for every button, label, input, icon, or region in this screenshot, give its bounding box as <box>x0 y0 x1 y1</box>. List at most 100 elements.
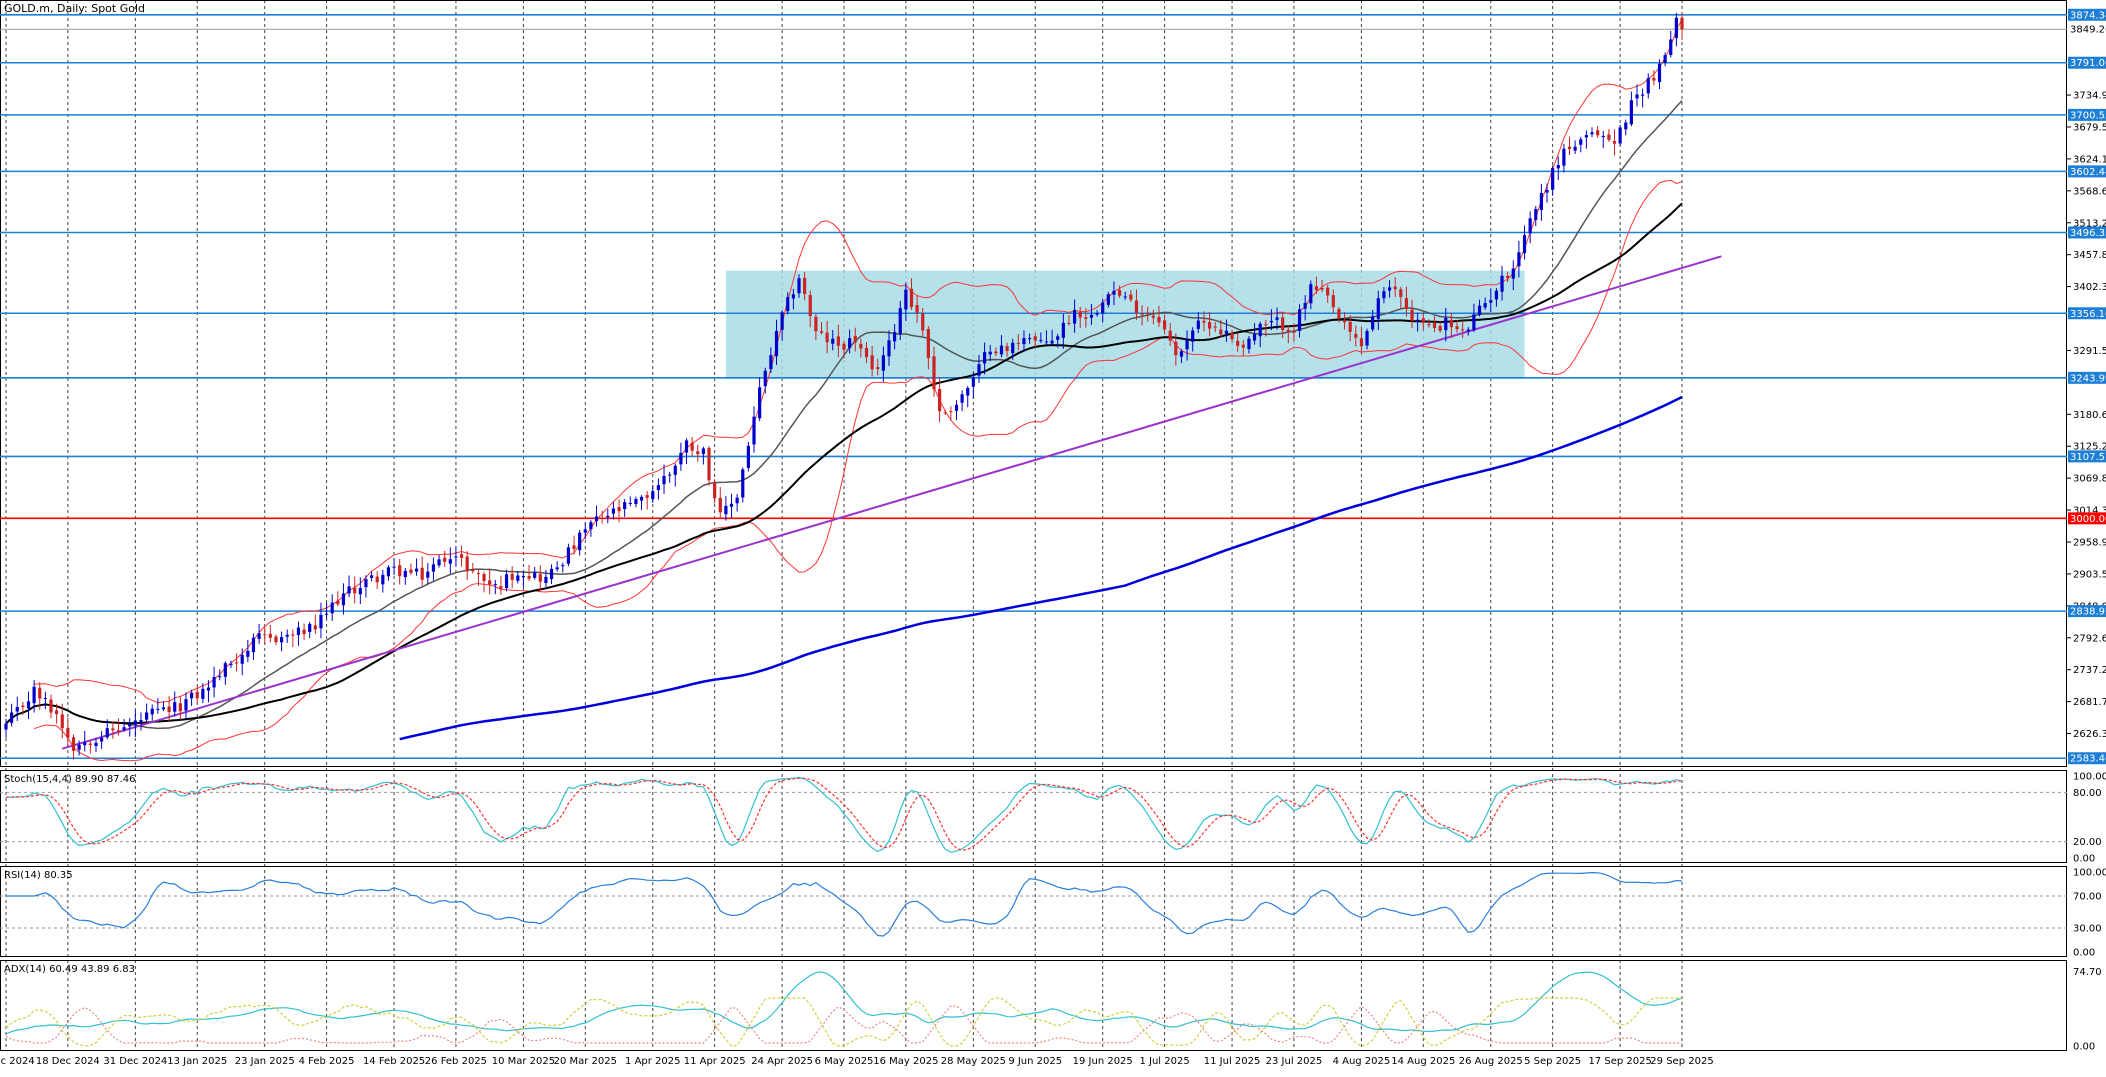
candle-body <box>1354 333 1358 338</box>
candle-body <box>420 567 424 580</box>
candle-body <box>234 662 239 664</box>
candle-body <box>1027 338 1032 340</box>
sma-50-line <box>5 202 1683 725</box>
candle-body <box>1432 322 1437 329</box>
candle-body <box>724 505 728 515</box>
candle-body <box>926 328 930 359</box>
candle-body <box>516 575 520 581</box>
candle-body <box>1252 333 1257 341</box>
candle-body <box>1427 324 1431 326</box>
candle-body <box>414 568 419 572</box>
candle-body <box>909 288 914 308</box>
candle-body <box>1590 132 1594 135</box>
rsi-axis-label: 0.00 <box>2073 948 2095 959</box>
candle-body <box>1646 78 1650 94</box>
candle-body <box>1314 286 1319 291</box>
candle-body <box>741 469 745 498</box>
candle-body <box>572 545 576 550</box>
candle-body <box>1635 94 1639 99</box>
candle-body <box>229 663 233 666</box>
price-level-tag <box>2068 605 2106 618</box>
candle-body <box>1404 298 1409 310</box>
candle-body <box>893 331 897 342</box>
candle-body <box>803 277 807 295</box>
candle-body <box>122 727 126 730</box>
candle-body <box>859 343 863 349</box>
candle-body <box>167 706 171 713</box>
candle-body <box>319 614 323 629</box>
candle-body <box>549 568 554 580</box>
rsi-axis-label: 100.00 <box>2073 868 2106 879</box>
x-axis-label: 26 Aug 2025 <box>1459 1056 1523 1067</box>
candle-body <box>1292 331 1296 333</box>
candle-body <box>623 502 627 510</box>
candle-body <box>1528 218 1532 234</box>
stoch-main-line <box>5 776 1683 853</box>
x-axis-label: 18 Dec 2024 <box>36 1056 100 1067</box>
candle-body <box>1489 300 1493 303</box>
price-level-label: 3356.10 <box>2070 309 2106 320</box>
candle-body <box>1663 55 1667 63</box>
candle-body <box>690 442 694 451</box>
candle-body <box>1140 313 1144 315</box>
price-tick-label: 3734.96 <box>2073 91 2106 102</box>
candle-body <box>4 723 8 730</box>
x-axis-label: 20 Mar 2025 <box>554 1056 617 1067</box>
candle-body <box>1410 309 1414 321</box>
x-axis-label: 28 May 2025 <box>941 1056 1006 1067</box>
candle-body <box>1309 284 1313 304</box>
sma-200-line <box>399 395 1683 741</box>
candle-body <box>139 720 143 722</box>
candle-body <box>746 445 750 468</box>
price-level-label: 3496.33 <box>2070 228 2106 239</box>
x-axis-label: 16 May 2025 <box>873 1056 938 1067</box>
candle-body <box>1331 295 1335 308</box>
x-axis-label: 1 Jul 2025 <box>1139 1056 1189 1067</box>
adx-axis-label: 74.70 <box>2073 967 2102 978</box>
candle-body <box>842 343 846 350</box>
candle-body <box>1033 336 1037 341</box>
price-tick-label: 2626.36 <box>2073 729 2106 740</box>
candle-body <box>116 730 121 732</box>
x-axis-label: 11 Apr 2025 <box>684 1056 746 1067</box>
candle-body <box>611 508 616 514</box>
candle-body <box>943 412 947 414</box>
candle-body <box>639 496 644 501</box>
candle-body <box>1078 311 1082 318</box>
candle-body <box>1579 139 1583 145</box>
candle-body <box>521 575 526 578</box>
price-level-tag <box>2068 307 2106 320</box>
x-axis-label: 13 Jan 2025 <box>167 1056 227 1067</box>
candle-body <box>583 529 587 533</box>
adx-minus-di-line <box>5 1005 1682 1044</box>
candle-body <box>1522 235 1527 254</box>
x-axis-label: 26 Feb 2025 <box>425 1056 487 1067</box>
price-tick-label: 3180.66 <box>2073 410 2106 421</box>
price-level-tag <box>2068 56 2106 69</box>
stoch-signal-line <box>5 777 1683 851</box>
x-axis-label: 5 Sep 2025 <box>1524 1056 1581 1067</box>
candle-body <box>707 447 711 481</box>
candle-body <box>1348 321 1352 332</box>
candle-body <box>1371 316 1375 330</box>
candle-body <box>1123 296 1127 298</box>
x-axis-label: 29 Sep 2025 <box>1650 1056 1713 1067</box>
candle-body <box>55 710 59 715</box>
candle-body <box>1551 168 1555 190</box>
candle-body <box>1674 17 1678 39</box>
rsi-label: RSI(14) 80.35 <box>4 870 73 881</box>
candle-body <box>285 634 289 637</box>
candle-body <box>1196 320 1200 329</box>
candle-body <box>178 703 182 712</box>
candle-body <box>161 707 166 710</box>
stoch-axis-label: 80.00 <box>2073 788 2102 799</box>
candle-body <box>1039 340 1043 342</box>
price-level-label: 3874.34 <box>2070 10 2106 21</box>
x-axis-label: 10 Mar 2025 <box>492 1056 555 1067</box>
candle-body <box>1517 252 1521 267</box>
candle-body <box>808 295 812 316</box>
candle-body <box>876 367 880 370</box>
price-tick-label: 3568.67 <box>2073 186 2106 197</box>
candle-body <box>324 613 329 615</box>
candle-body <box>1264 324 1268 326</box>
